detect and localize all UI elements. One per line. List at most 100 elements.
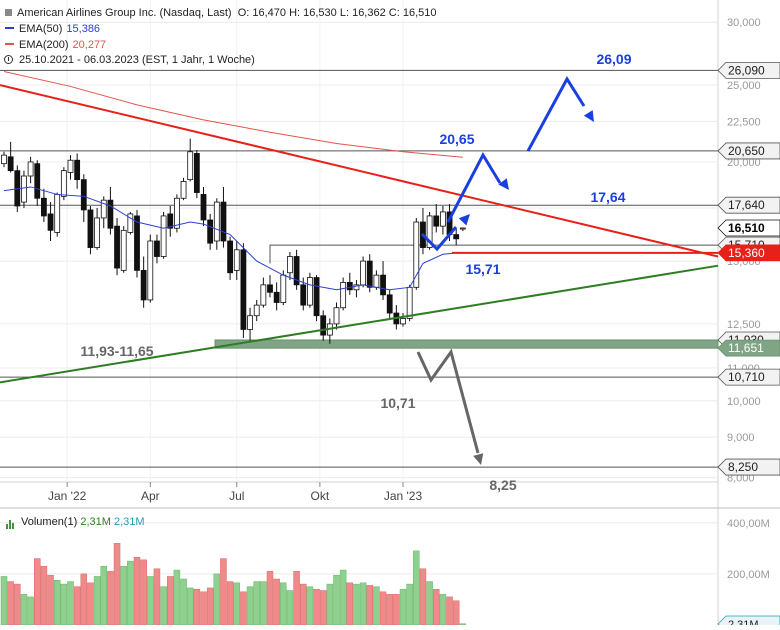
annotation-label: 26,09 — [596, 51, 631, 67]
price-tag — [717, 244, 780, 262]
volume-bar — [266, 571, 274, 626]
volume-bar — [53, 580, 61, 626]
candle-down — [87, 209, 94, 248]
candle-up — [253, 304, 260, 317]
legend-candle-icon — [5, 9, 12, 17]
candle-down — [80, 179, 87, 211]
range-text: 25.10.2021 - 06.03.2023 (EST, 1 Jahr, 1 … — [19, 54, 255, 66]
annotation-label: 10,71 — [380, 395, 415, 411]
candle-up — [287, 256, 293, 274]
y-tick-label: 20,000 — [727, 157, 761, 169]
candle-up — [147, 240, 154, 301]
volume-bar — [333, 574, 340, 626]
volume-bar — [373, 586, 380, 626]
bull-arrow-mid — [446, 151, 502, 223]
candle-up — [67, 159, 74, 173]
volume-bar — [406, 583, 413, 626]
volume-bar — [273, 578, 280, 626]
volume-tick-label: 400,00M — [727, 518, 770, 530]
bull-arrow-mid-head — [498, 178, 509, 190]
volume-bar — [47, 574, 54, 626]
volume-bar — [226, 581, 234, 626]
volume-bar — [393, 594, 400, 626]
price-tag — [717, 368, 780, 386]
volume-bar — [419, 568, 427, 626]
candle-up — [160, 215, 167, 257]
price-tag-label: 11,651 — [728, 341, 764, 355]
candle-down — [47, 213, 54, 231]
volume-bar — [87, 582, 94, 626]
price-tag-label: 20,650 — [728, 144, 765, 158]
volume-bar — [359, 582, 367, 626]
ema50-value: 15,386 — [66, 23, 101, 35]
y-tick-label: 22,500 — [727, 116, 761, 128]
volume-bar — [173, 569, 181, 626]
candle-up — [280, 274, 287, 303]
legend-title: American Airlines Group Inc. (Nasdaq, La… — [4, 6, 436, 20]
candle-up — [400, 318, 406, 325]
candle-up — [213, 201, 220, 242]
candle-up — [413, 221, 420, 288]
candle-up — [94, 217, 100, 248]
volume-current-tag-label: 2,31M — [728, 619, 759, 625]
x-tick-label: Jan '23 — [384, 489, 423, 503]
price-tag — [717, 339, 780, 357]
candle-down — [386, 294, 393, 314]
candle-down — [300, 284, 307, 306]
candle-up — [127, 213, 134, 233]
y-tick-label: 12,500 — [727, 319, 761, 331]
volume-value-2: 2,31M — [113, 516, 145, 528]
volume-bar — [93, 576, 101, 626]
candle-down — [154, 240, 160, 257]
support-zone — [214, 339, 719, 349]
bull-arrow-far — [526, 76, 586, 152]
candle-up — [27, 161, 34, 177]
bull-arrow-near — [420, 226, 458, 252]
volume-bar — [67, 581, 74, 626]
volume-bar — [426, 581, 433, 626]
candle-up — [21, 175, 27, 203]
volume-bar — [399, 588, 407, 626]
volume-bar — [107, 571, 114, 626]
annotation-label: 11,93-11,65 — [80, 343, 153, 359]
volume-bar — [439, 594, 447, 626]
volume-bar — [240, 591, 247, 626]
candle-down — [107, 199, 114, 229]
resistance-trendline — [0, 84, 719, 258]
candle-up — [353, 284, 360, 291]
candle-up — [120, 229, 127, 271]
candle-down — [240, 249, 247, 330]
volume-bar — [153, 568, 161, 626]
volume-bar — [180, 578, 187, 626]
y-tick-label: 30,000 — [727, 17, 761, 29]
candle-up — [60, 170, 67, 197]
volume-bar — [379, 591, 387, 626]
candle-up — [54, 194, 61, 233]
ema50-line — [3, 186, 463, 291]
volume-bar — [446, 596, 453, 626]
volume-bar — [339, 569, 347, 626]
candle-down — [207, 219, 214, 244]
price-tag-label: 8,250 — [728, 460, 758, 474]
candle-down — [41, 197, 47, 217]
volume-bar — [280, 582, 287, 626]
volume-bar — [7, 581, 14, 626]
volume-bar — [0, 576, 8, 626]
volume-bar — [413, 550, 420, 626]
y-tick-label: 9,000 — [727, 432, 755, 444]
candle-down — [193, 153, 200, 193]
volume-bar — [167, 576, 174, 626]
volume-bar — [213, 573, 221, 626]
candle-down — [220, 201, 227, 242]
ema200-swatch — [5, 42, 14, 45]
candle-down — [74, 159, 81, 181]
x-tick-label: Jan '22 — [48, 489, 87, 503]
candle-down — [433, 215, 440, 227]
volume-bar — [60, 583, 68, 626]
volume-bar — [40, 565, 48, 626]
volume-bar — [326, 583, 334, 626]
bear-arrow-head — [473, 453, 484, 465]
bull-arrow-far-head — [583, 110, 594, 122]
volume-bar — [253, 581, 260, 626]
